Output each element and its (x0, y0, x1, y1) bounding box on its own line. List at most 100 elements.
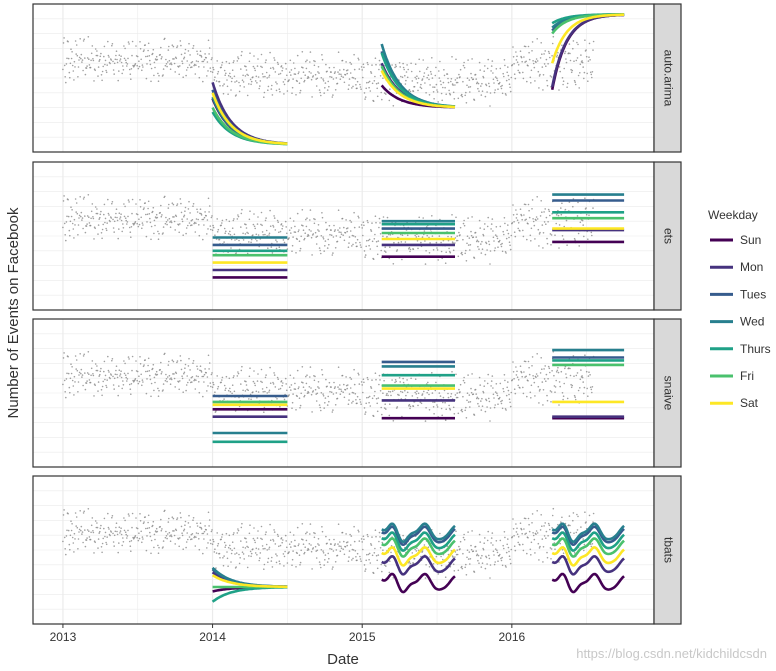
observed-point (513, 73, 516, 75)
observed-point (117, 551, 119, 554)
observed-point (353, 68, 356, 71)
observed-point (91, 45, 94, 47)
observed-point (492, 544, 494, 546)
observed-point (436, 247, 438, 249)
observed-point (94, 541, 96, 544)
observed-point (279, 230, 282, 233)
observed-point (341, 217, 344, 220)
observed-point (127, 356, 130, 358)
observed-point (455, 216, 457, 219)
observed-point (508, 555, 511, 557)
observed-point (575, 59, 578, 62)
observed-point (266, 549, 269, 551)
observed-point (285, 226, 288, 228)
observed-point (257, 548, 260, 550)
observed-point (341, 374, 344, 377)
observed-point (327, 395, 330, 398)
observed-point (81, 59, 84, 61)
observed-point (70, 215, 73, 218)
observed-point (301, 523, 304, 525)
observed-point (122, 69, 125, 71)
observed-point (338, 388, 341, 390)
observed-point (228, 220, 231, 223)
observed-point (364, 411, 367, 413)
observed-point (300, 77, 303, 80)
observed-point (191, 376, 194, 378)
observed-point (374, 215, 377, 217)
observed-point (522, 71, 524, 74)
observed-point (113, 388, 115, 390)
observed-point (217, 385, 220, 388)
observed-point (165, 221, 168, 223)
observed-point (232, 61, 235, 64)
observed-point (332, 94, 334, 96)
observed-point (496, 235, 498, 238)
forecast-line-wed (551, 522, 625, 544)
observed-point (267, 557, 270, 560)
observed-point (577, 201, 579, 204)
observed-point (261, 388, 264, 390)
observed-point (265, 229, 268, 232)
observed-point (500, 243, 502, 246)
observed-point (503, 374, 506, 376)
observed-point (77, 538, 80, 540)
observed-point (298, 543, 300, 545)
observed-point (478, 405, 480, 408)
forecast-window (552, 348, 625, 420)
observed-point (592, 521, 594, 523)
observed-point (355, 556, 357, 558)
observed-point (302, 71, 305, 73)
observed-point (290, 74, 292, 76)
observed-point (330, 386, 332, 388)
observed-point (266, 77, 269, 79)
observed-point (392, 263, 395, 265)
observed-point (99, 58, 101, 61)
observed-point (195, 379, 197, 382)
observed-point (499, 67, 502, 70)
observed-point (441, 414, 444, 417)
observed-point (231, 384, 234, 387)
observed-point (123, 517, 125, 519)
observed-point (508, 78, 510, 81)
observed-point (64, 234, 66, 236)
observed-point (78, 374, 80, 376)
observed-point (466, 242, 468, 245)
observed-point (253, 225, 256, 228)
observed-point (365, 245, 368, 248)
observed-point (142, 381, 144, 383)
observed-point (105, 543, 108, 546)
observed-point (527, 380, 529, 382)
observed-point (479, 384, 482, 386)
observed-point (262, 391, 265, 393)
observed-point (340, 233, 343, 235)
observed-point (245, 227, 248, 229)
observed-point (504, 379, 506, 382)
observed-point (530, 227, 533, 230)
observed-point (329, 390, 331, 393)
observed-point (538, 559, 540, 561)
observed-point (383, 379, 385, 382)
observed-point (273, 217, 276, 219)
observed-point (79, 38, 81, 40)
observed-point (67, 355, 69, 358)
observed-point (111, 516, 113, 519)
observed-point (285, 383, 288, 385)
observed-point (517, 64, 520, 66)
observed-point (489, 577, 491, 579)
observed-point (124, 519, 126, 522)
observed-point (344, 232, 347, 234)
observed-point (216, 60, 218, 62)
observed-point (181, 60, 183, 62)
observed-point (538, 402, 540, 404)
observed-point (88, 216, 90, 218)
observed-point (417, 247, 419, 250)
observed-point (117, 79, 119, 82)
observed-point (467, 217, 469, 219)
observed-point (520, 56, 523, 59)
observed-point (366, 219, 369, 222)
observed-point (466, 77, 469, 79)
observed-point (439, 80, 442, 82)
observed-point (462, 536, 465, 539)
observed-point (118, 70, 120, 72)
observed-point (170, 535, 173, 538)
